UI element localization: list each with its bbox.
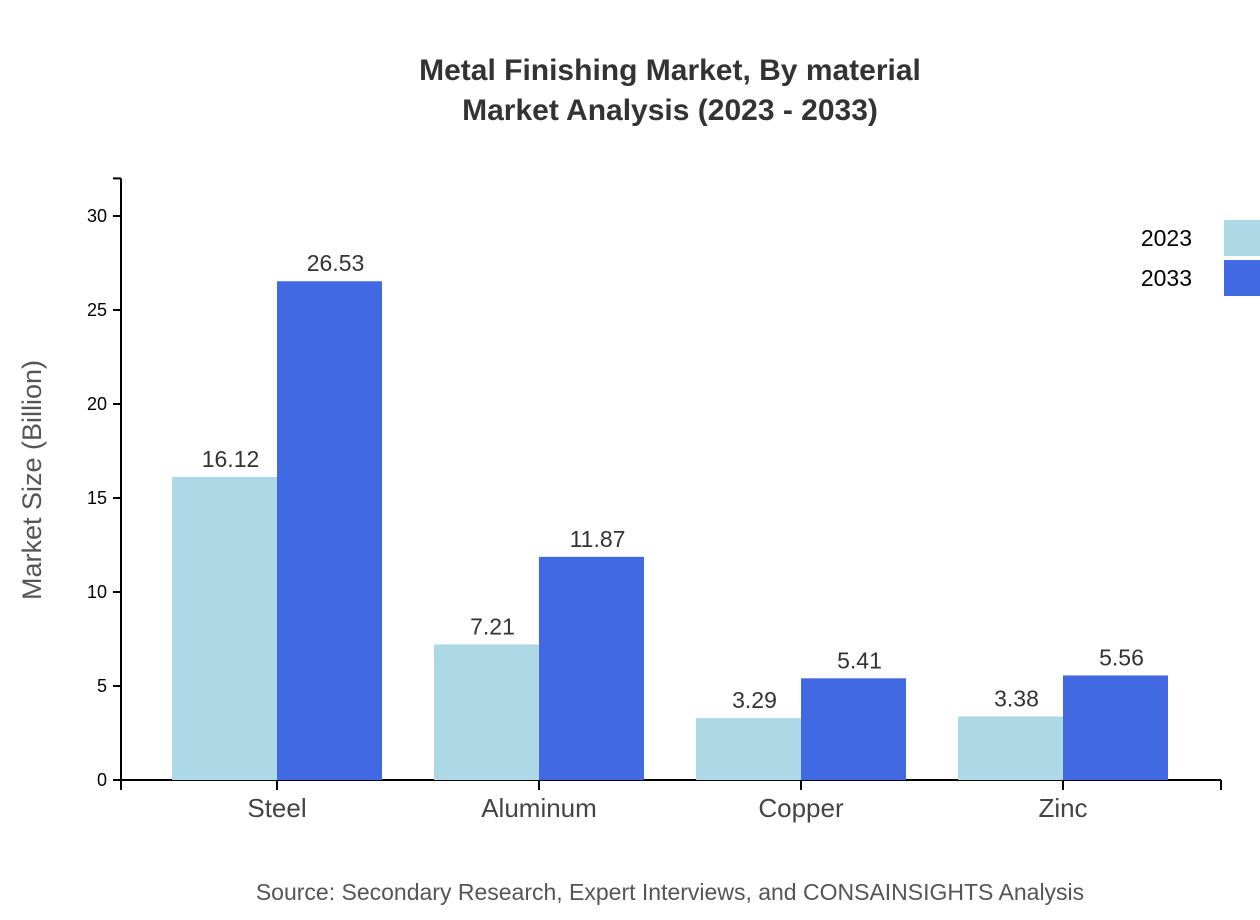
data-label: 7.21: [470, 613, 515, 639]
y-axis-label: Market Size (Billion): [17, 360, 47, 600]
bar-2023-zinc: [958, 716, 1063, 780]
y-tick-label: 0: [97, 770, 107, 790]
source-note: Source: Secondary Research, Expert Inter…: [256, 879, 1084, 905]
y-tick-label: 5: [97, 676, 107, 696]
bar-2023-copper: [696, 718, 801, 780]
data-label: 16.12: [202, 446, 260, 472]
data-label: 5.56: [1099, 644, 1144, 670]
bar-2023-aluminum: [434, 644, 539, 780]
chart-title: Metal Finishing Market, By material: [419, 54, 921, 87]
bar-2033-steel: [277, 281, 382, 780]
data-label: 26.53: [307, 250, 365, 276]
bar-2033-aluminum: [539, 556, 644, 780]
data-label: 11.87: [570, 526, 626, 552]
x-tick-label: Zinc: [1038, 793, 1087, 823]
chart-subtitle: Market Analysis (2023 - 2033): [462, 94, 878, 127]
bar-2033-copper: [801, 678, 906, 780]
y-tick-label: 30: [87, 206, 107, 226]
y-tick-label: 20: [87, 394, 107, 414]
legend-swatch: [1224, 260, 1260, 296]
data-label: 3.38: [994, 685, 1039, 711]
legend: 2023 2033: [1141, 220, 1260, 296]
data-label: 3.29: [732, 687, 777, 713]
legend-label: 2033: [1141, 265, 1192, 291]
x-tick-label: Steel: [247, 793, 306, 823]
legend-swatch: [1224, 220, 1260, 256]
y-tick-label: 15: [87, 488, 107, 508]
bar-2023-steel: [172, 476, 277, 780]
legend-label: 2023: [1141, 225, 1192, 251]
x-tick-label: Aluminum: [481, 793, 597, 823]
y-tick-label: 10: [87, 582, 107, 602]
data-label: 5.41: [837, 647, 882, 673]
x-tick-label: Copper: [758, 793, 844, 823]
bars: 16.12 26.53 7.21 11.87 3.29 5.41 3.38 5.56: [172, 250, 1168, 780]
y-tick-label: 25: [87, 300, 107, 320]
bar-2033-zinc: [1063, 675, 1168, 780]
